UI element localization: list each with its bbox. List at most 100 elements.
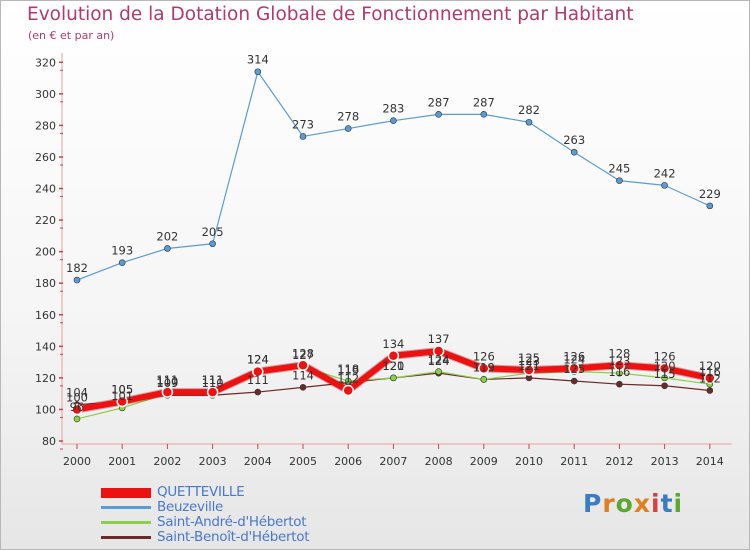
data-point — [661, 182, 668, 189]
data-label: 283 — [382, 102, 404, 116]
x-tick-label: 2001 — [108, 455, 136, 468]
data-label: 126 — [473, 349, 495, 363]
data-label: 114 — [292, 368, 314, 382]
data-point — [616, 380, 623, 388]
data-point — [658, 362, 671, 375]
data-label: 121 — [382, 359, 404, 373]
chart-subtitle: (en € et par an) — [28, 29, 115, 42]
data-point — [299, 133, 307, 140]
data-label: 124 — [247, 353, 269, 367]
data-point — [161, 386, 174, 398]
data-label: 128 — [608, 346, 630, 360]
data-point — [387, 350, 400, 362]
y-tick-label: 240 — [35, 183, 56, 196]
data-point — [254, 388, 262, 396]
x-tick-label: 2011 — [560, 455, 588, 468]
x-tick-label: 2009 — [470, 455, 498, 468]
x-tick-label: 2014 — [696, 455, 724, 468]
series-quetteville — [71, 345, 716, 416]
data-point — [390, 374, 397, 382]
data-label: 124 — [563, 353, 585, 367]
data-label: 182 — [66, 261, 88, 275]
y-tick-label: 180 — [35, 277, 56, 290]
data-label: 120 — [699, 359, 721, 373]
data-point — [342, 384, 354, 397]
data-label: 127 — [292, 348, 314, 362]
data-label: 124 — [428, 353, 450, 367]
data-label: 137 — [428, 332, 450, 346]
series-beuzeville — [73, 68, 714, 284]
data-label: 120 — [382, 359, 404, 373]
y-tick-label: 260 — [35, 151, 56, 164]
x-tick-label: 2002 — [153, 455, 181, 468]
data-label: 314 — [247, 53, 269, 67]
data-label: 229 — [699, 187, 721, 201]
legend-label: QUETTEVILLE — [157, 484, 245, 500]
data-label: 123 — [518, 354, 540, 368]
logo-letter: i — [673, 489, 684, 518]
data-point — [297, 359, 309, 372]
data-label: 287 — [428, 95, 450, 109]
data-point — [73, 276, 81, 284]
data-point — [164, 245, 171, 252]
data-point — [435, 111, 442, 118]
data-point — [344, 377, 352, 385]
data-point — [206, 386, 219, 398]
data-label: 120 — [654, 359, 676, 373]
logo-letter: x — [633, 489, 651, 518]
data-label: 278 — [337, 110, 359, 124]
logo-letter: t — [660, 489, 674, 518]
data-label: 118 — [337, 362, 359, 376]
logo-letter: o — [615, 489, 634, 518]
data-point — [570, 148, 578, 156]
data-point — [478, 362, 490, 375]
x-tick-label: 2010 — [515, 455, 543, 468]
data-point — [116, 395, 128, 408]
data-label: 116 — [608, 365, 630, 379]
data-label: 273 — [292, 117, 314, 131]
data-point — [299, 384, 307, 391]
data-point — [706, 202, 714, 210]
data-label: 96 — [70, 400, 85, 414]
data-label: 119 — [337, 364, 359, 378]
data-label: 111 — [156, 373, 178, 387]
data-label: 109 — [156, 376, 178, 390]
legend-label: Beuzeville — [157, 499, 224, 515]
data-point — [432, 345, 445, 357]
y-tick-label: 220 — [35, 214, 56, 227]
y-tick-label: 300 — [35, 88, 56, 101]
data-label: 126 — [654, 349, 676, 363]
data-point — [570, 377, 578, 385]
data-label: 134 — [382, 337, 404, 351]
data-label: 112 — [699, 372, 721, 386]
data-label: 105 — [111, 383, 133, 397]
data-label: 111 — [247, 373, 269, 387]
data-label: 242 — [654, 166, 676, 180]
data-label: 125 — [518, 351, 540, 365]
y-tick-label: 140 — [35, 340, 56, 353]
data-point — [71, 403, 83, 416]
data-point — [390, 117, 397, 124]
data-point — [252, 365, 264, 378]
data-point — [73, 415, 81, 423]
data-label: 263 — [563, 133, 585, 147]
y-tick-label: 200 — [35, 246, 56, 259]
y-tick-label: 80 — [42, 435, 56, 448]
chart-title: Evolution de la Dotation Globale de Fonc… — [27, 4, 634, 25]
logo-letter: r — [602, 489, 616, 518]
y-tick-label: 280 — [35, 119, 56, 132]
data-label: 111 — [202, 373, 224, 387]
data-point — [209, 240, 216, 248]
x-tick-label: 2012 — [605, 455, 633, 468]
data-label: 119 — [473, 360, 495, 374]
data-point — [613, 359, 626, 372]
data-label: 119 — [473, 360, 495, 374]
data-label: 128 — [292, 346, 314, 360]
legend-swatch — [101, 521, 151, 524]
legend-swatch — [101, 488, 151, 498]
data-label: 110 — [202, 376, 224, 390]
data-label: 125 — [563, 362, 585, 376]
data-point — [704, 372, 716, 384]
x-tick-label: 2013 — [651, 455, 679, 468]
